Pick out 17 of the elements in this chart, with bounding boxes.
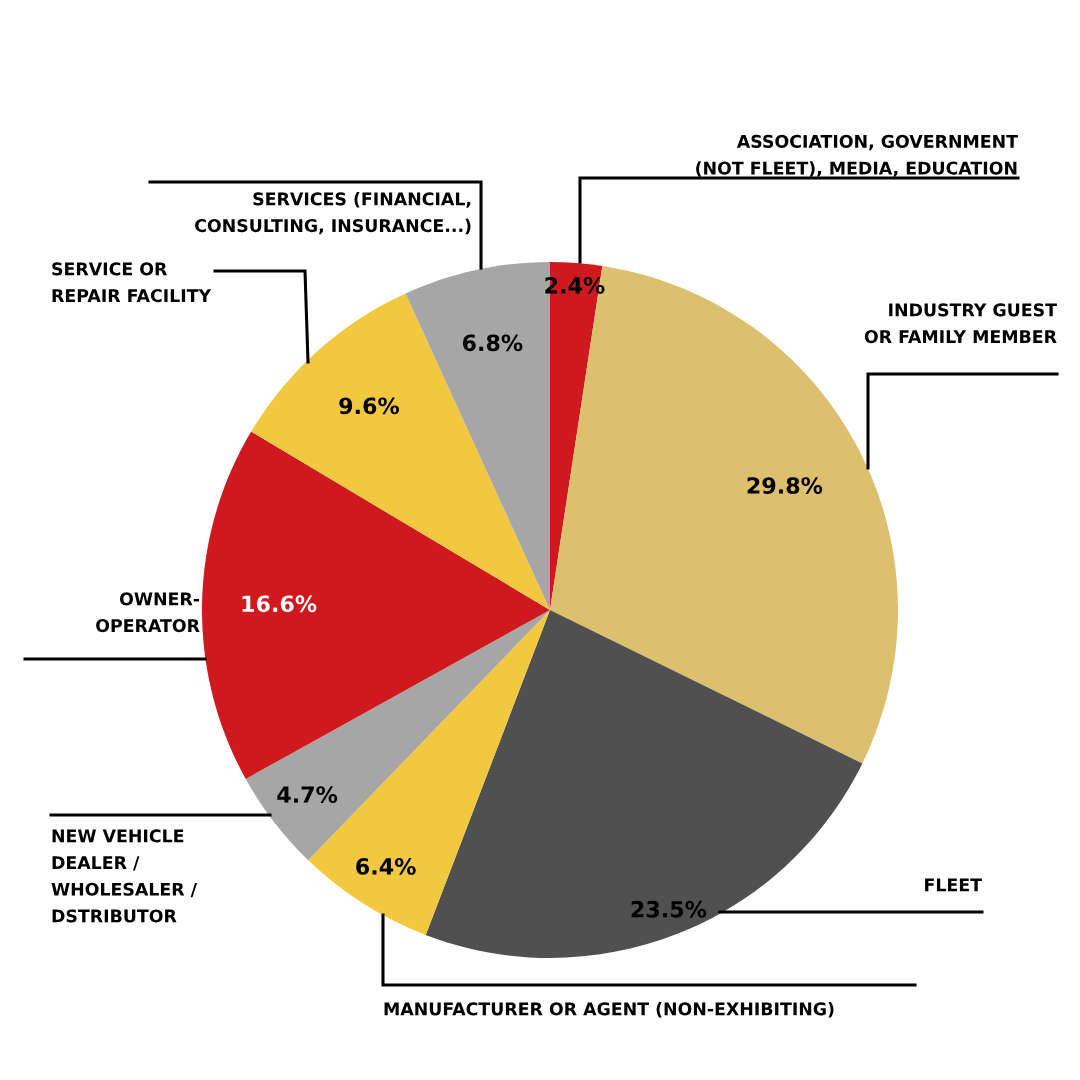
slice-label: OWNER- OPERATOR (96, 592, 200, 633)
data-label: 6.8% (462, 334, 523, 352)
data-label: 9.6% (339, 397, 400, 415)
slice-label: ASSOCIATION, GOVERNMENT (NOT FLEET), MEDIA, EDUCATION (696, 134, 1018, 177)
slice-label: INDUSTRY GUEST OR FAMILY MEMBER (864, 303, 1057, 344)
slice-label: NEW VEHICLE DEALER / WHOLESALER / DSTRIBUTOR (51, 829, 197, 923)
pie-slice (202, 431, 550, 779)
data-label: 4.7% (277, 786, 338, 803)
pie-slice (425, 610, 863, 958)
data-label: 29.8% (747, 477, 823, 494)
slice-label: SERVICE OR REPAIR FACILITY (52, 262, 212, 303)
data-label: 16.6% (242, 595, 317, 613)
data-label: 6.4% (356, 858, 416, 875)
data-label: 23.5% (631, 900, 707, 918)
slice-label: FLEET (925, 878, 982, 892)
slice-label: MANUFACTURER OR AGENT (NON-EXHIBITING) (384, 1002, 834, 1018)
slice-label: SERVICES (FINANCIAL, CONSULTING, INSURANCE...) (195, 192, 471, 235)
